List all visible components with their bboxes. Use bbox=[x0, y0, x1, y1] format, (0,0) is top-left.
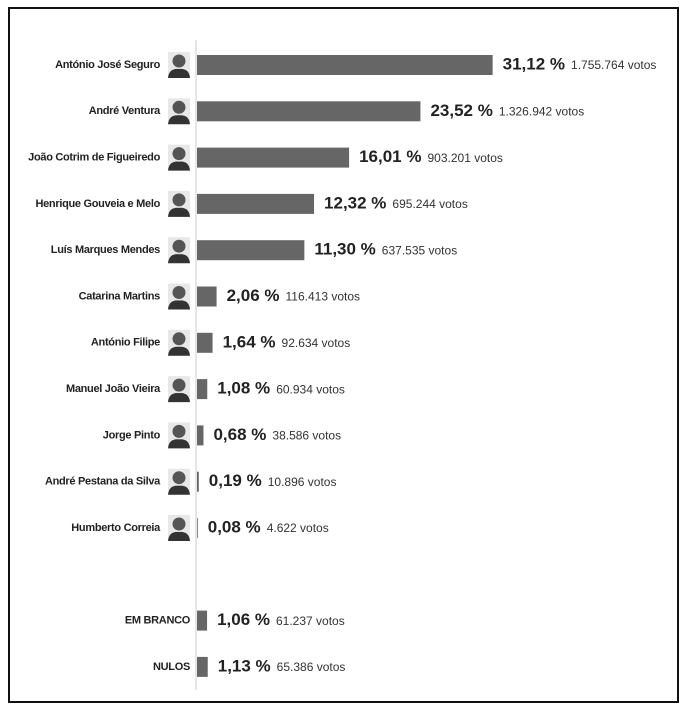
bar bbox=[197, 611, 207, 631]
category-label: António José Seguro bbox=[55, 59, 160, 71]
value-label: 11,30 % bbox=[314, 240, 375, 259]
photo-head bbox=[173, 471, 186, 484]
photo-head bbox=[173, 147, 186, 160]
value-label: 1,06 % bbox=[217, 610, 270, 629]
bar bbox=[197, 148, 349, 168]
bar bbox=[197, 101, 420, 121]
value-label: 2,06 % bbox=[227, 286, 280, 305]
value-label: 23,52 % bbox=[430, 101, 492, 120]
bar bbox=[197, 333, 213, 353]
votes-label: 695.244 votos bbox=[392, 197, 467, 211]
votes-label: 38.586 votos bbox=[272, 429, 341, 443]
bar bbox=[197, 425, 203, 445]
votes-label: 903.201 votos bbox=[427, 151, 502, 165]
bar bbox=[197, 287, 217, 307]
bar bbox=[197, 518, 198, 538]
chart: António José Seguro 31,12 % 1.755.764 voto… bbox=[0, 0, 686, 704]
photo-head bbox=[173, 101, 186, 114]
category-label: João Cotrim de Figueiredo bbox=[28, 152, 160, 164]
value-label: 0,19 % bbox=[209, 471, 262, 490]
bar bbox=[197, 55, 493, 75]
votes-label: 92.634 votos bbox=[282, 336, 351, 350]
photo-head bbox=[173, 193, 186, 206]
photo-head bbox=[173, 379, 186, 392]
value-label: 0,68 % bbox=[213, 425, 266, 444]
category-label: Humberto Correia bbox=[71, 522, 161, 534]
bar bbox=[197, 194, 314, 214]
votes-label: 637.535 votos bbox=[382, 243, 457, 257]
category-label: António Filipe bbox=[91, 337, 160, 349]
votes-label: 61.237 votos bbox=[276, 614, 345, 628]
category-label: André Pestana da Silva bbox=[45, 476, 161, 488]
value-label: 12,32 % bbox=[324, 193, 386, 212]
category-label: NULOS bbox=[153, 661, 190, 673]
category-label: Catarina Martins bbox=[79, 290, 161, 302]
category-label: Jorge Pinto bbox=[103, 429, 161, 441]
photo-head bbox=[173, 55, 186, 68]
votes-label: 65.386 votos bbox=[277, 660, 346, 674]
votes-label: 4.622 votos bbox=[267, 521, 329, 535]
votes-label: 1.326.942 votos bbox=[499, 104, 584, 118]
photo-head bbox=[173, 332, 186, 345]
photo-head bbox=[173, 518, 186, 531]
category-label: Henrique Gouveia e Melo bbox=[35, 198, 160, 210]
category-label: EM BRANCO bbox=[125, 615, 191, 627]
category-label: André Ventura bbox=[89, 105, 161, 117]
votes-label: 1.755.764 votos bbox=[571, 58, 656, 72]
votes-label: 116.413 votos bbox=[286, 290, 361, 304]
photo-head bbox=[173, 286, 186, 299]
value-label: 0,08 % bbox=[208, 517, 261, 536]
photo-head bbox=[173, 240, 186, 253]
bar bbox=[197, 657, 208, 677]
bar bbox=[197, 240, 304, 260]
category-label: Manuel João Vieira bbox=[66, 383, 161, 395]
value-label: 1,08 % bbox=[217, 379, 270, 398]
category-label: Luís Marques Mendes bbox=[51, 244, 160, 256]
value-label: 1,64 % bbox=[223, 332, 276, 351]
bar bbox=[197, 379, 207, 399]
bar bbox=[197, 472, 199, 492]
value-label: 1,13 % bbox=[218, 656, 271, 675]
votes-label: 10.896 votos bbox=[268, 475, 337, 489]
photo-head bbox=[173, 425, 186, 438]
value-label: 16,01 % bbox=[359, 147, 421, 166]
votes-label: 60.934 votos bbox=[276, 382, 345, 396]
value-label: 31,12 % bbox=[503, 54, 565, 73]
